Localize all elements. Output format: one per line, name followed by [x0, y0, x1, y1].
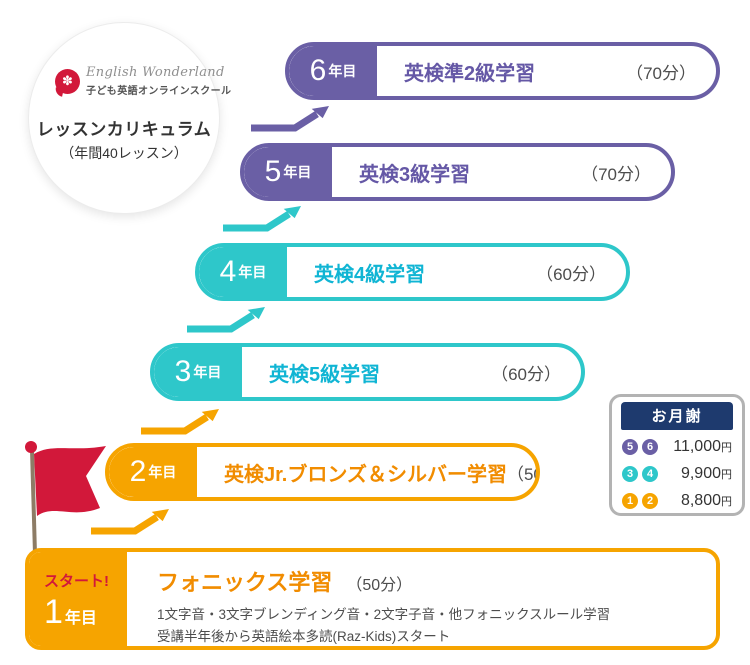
start-flag-icon [25, 441, 106, 555]
step-5-title: 英検3級学習 [359, 163, 471, 186]
fee-row-year-5-6: 5 6 11,000円 [622, 438, 732, 456]
year-1-badge: スタート! 1 年目 [29, 552, 127, 646]
up-arrow-5-to-6-icon [251, 106, 329, 132]
up-arrow-3-to-4-icon [187, 307, 265, 333]
fee-price: 8,800円 [680, 492, 732, 509]
year-5-circle-icon: 5 [622, 439, 638, 455]
step-1-description-line2: 受講半年後から英語絵本多読(Raz-Kids)スタート [157, 628, 451, 644]
intro-circle: ✽ English Wonderland 子ども英語オンラインスクール レッスン… [28, 22, 231, 214]
up-arrow-2-to-3-icon [141, 409, 219, 435]
school-logo: ✽ English Wonderland 子ども英語オンラインスクール [55, 65, 231, 97]
curriculum-subtitle: （年間40レッスン） [60, 145, 188, 161]
brand-subtitle: 子ども英語オンラインスクール [86, 86, 232, 97]
step-6-title: 英検準2級学習 [404, 62, 536, 85]
step-year-1: スタート! 1 年目 フォニックス学習 （50分） 1文字音・3文字ブレンディング… [25, 548, 720, 650]
fee-row-year-1-2: 1 2 8,800円 [622, 492, 732, 510]
speech-bubble-logo-icon: ✽ [55, 68, 80, 94]
up-arrow-1-to-2-icon [91, 509, 169, 535]
step-3-duration: （60分） [491, 364, 561, 384]
step-4-title: 英検4級学習 [314, 263, 426, 286]
fee-price: 11,000円 [673, 438, 732, 455]
step-2-title: 英検Jr.ブロンズ＆シルバー学習 [224, 463, 507, 486]
year-6-circle-icon: 6 [642, 439, 658, 455]
step-1-duration: （50分） [346, 577, 413, 594]
year-2-circle-icon: 2 [642, 493, 658, 509]
year-6-badge: 6 年目 [289, 46, 377, 96]
brand-name: English Wonderland [86, 65, 225, 80]
fee-price: 9,900円 [680, 465, 732, 482]
year-3-circle-icon: 3 [622, 466, 638, 482]
step-5-duration: （70分） [581, 164, 651, 184]
step-2-duration: （50分） [506, 464, 536, 484]
start-label: スタート! [44, 572, 109, 590]
monthly-fee-box: お月謝 5 6 11,000円 3 4 9,900円 1 2 8,800円 [609, 394, 745, 516]
curriculum-title: レッスンカリキュラム [36, 120, 212, 139]
step-1-title: フォニックス学習 [157, 570, 333, 595]
fee-box-title: お月謝 [621, 402, 733, 430]
step-year-3: 3 年目 英検5級学習 （60分） [150, 343, 585, 401]
year-3-badge: 3 年目 [154, 347, 242, 397]
step-4-duration: （60分） [536, 264, 606, 284]
year-5-badge: 5 年目 [244, 147, 332, 197]
step-year-5: 5 年目 英検3級学習 （70分） [240, 143, 675, 201]
fee-row-year-3-4: 3 4 9,900円 [622, 465, 732, 483]
logo-text-block: English Wonderland 子ども英語オンラインスクール [86, 65, 231, 97]
year-4-badge: 4 年目 [199, 247, 287, 297]
step-3-title: 英検5級学習 [269, 363, 381, 386]
step-6-duration: （70分） [626, 63, 696, 83]
step-1-content: フォニックス学習 （50分） 1文字音・3文字ブレンディング音・2文字子音・他フ… [127, 552, 610, 646]
step-year-6: 6 年目 英検準2級学習 （70分） [285, 42, 720, 100]
year-2-badge: 2 年目 [109, 447, 197, 497]
up-arrow-4-to-5-icon [223, 206, 301, 232]
step-year-4: 4 年目 英検4級学習 （60分） [195, 243, 630, 301]
step-1-description-line1: 1文字音・3文字ブレンディング音・2文字子音・他フォニックスルール学習 [157, 607, 611, 622]
step-year-2: 2年目 英検Jr.ブロンズ＆シルバー学習 （50分） [105, 443, 540, 501]
year-1-circle-icon: 1 [622, 493, 638, 509]
year-4-circle-icon: 4 [642, 466, 658, 482]
